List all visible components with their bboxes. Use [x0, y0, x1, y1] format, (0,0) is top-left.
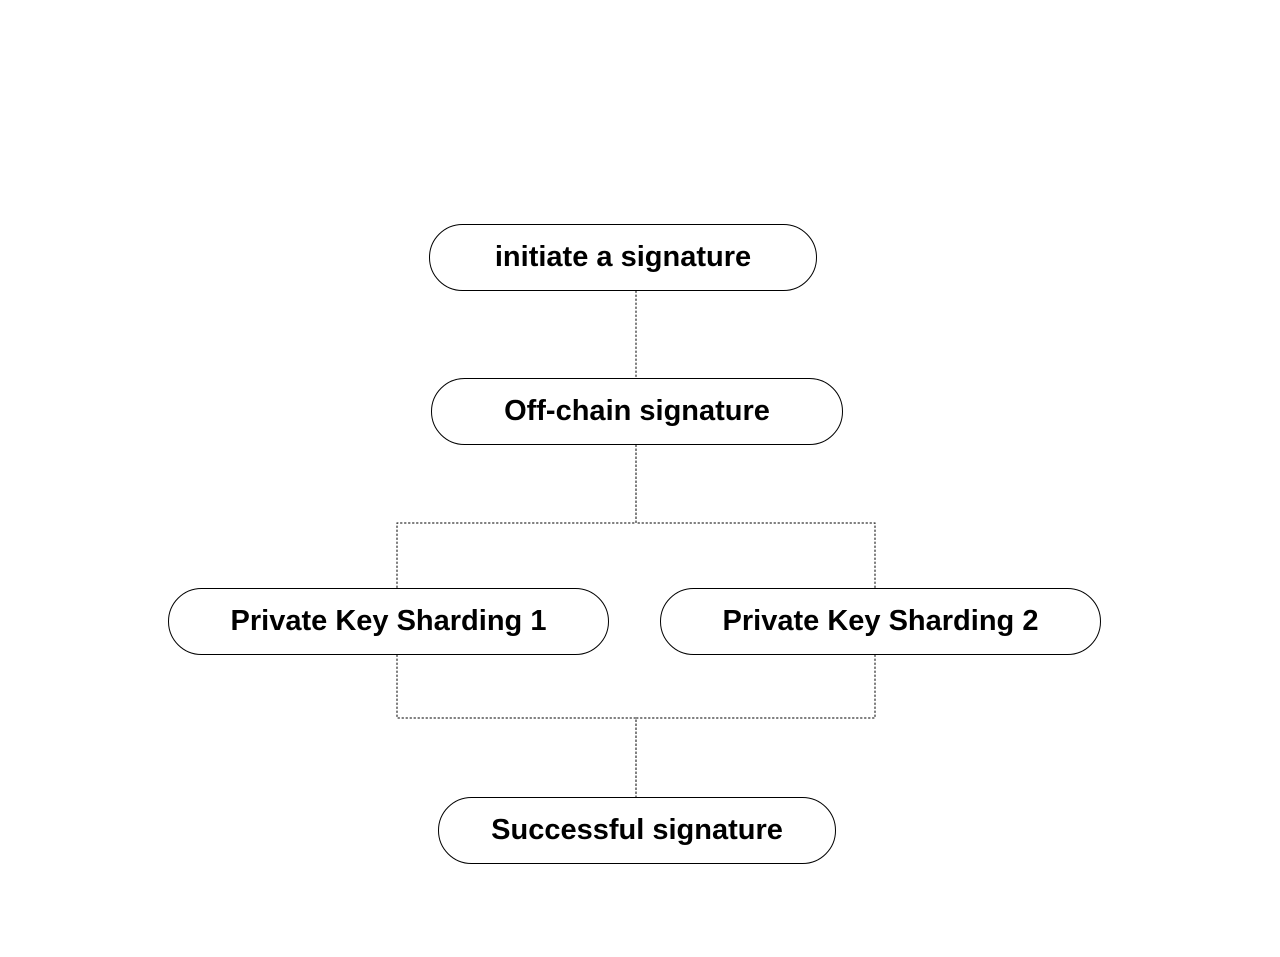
node-initiate-signature: initiate a signature [429, 224, 817, 291]
node-label: Private Key Sharding 2 [723, 605, 1039, 638]
node-private-key-sharding-1: Private Key Sharding 1 [168, 588, 609, 655]
node-private-key-sharding-2: Private Key Sharding 2 [660, 588, 1101, 655]
node-label: Off-chain signature [504, 395, 770, 428]
node-label: Successful signature [491, 814, 783, 847]
node-label: Private Key Sharding 1 [231, 605, 547, 638]
node-offchain-signature: Off-chain signature [431, 378, 843, 445]
node-successful-signature: Successful signature [438, 797, 836, 864]
node-label: initiate a signature [495, 241, 751, 274]
